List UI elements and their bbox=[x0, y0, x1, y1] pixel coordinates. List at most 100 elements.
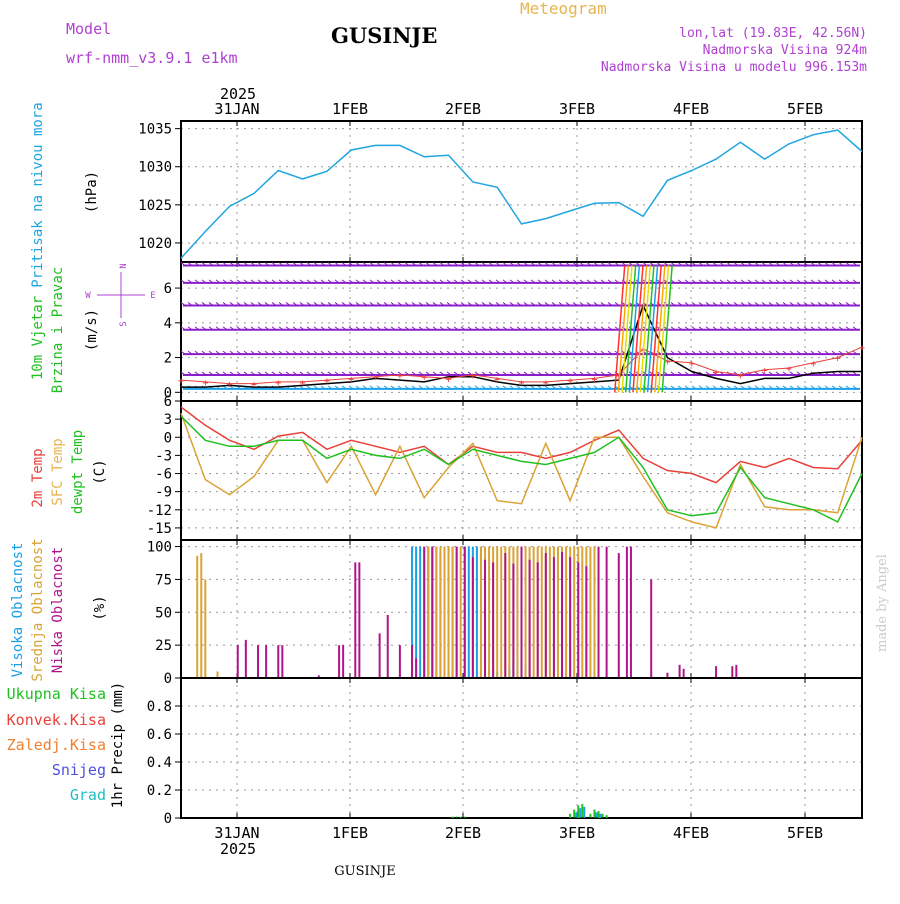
wind-barb-tick bbox=[215, 302, 221, 306]
temperature-ytick-label: -12 bbox=[147, 503, 172, 519]
wind-barb-tick bbox=[285, 371, 291, 376]
wind-barb-tick bbox=[635, 262, 641, 266]
wind-barb-tick bbox=[747, 302, 753, 306]
wind-barb-tick bbox=[320, 326, 326, 331]
wind-barb-tick bbox=[817, 302, 823, 306]
wind-barb-tick bbox=[222, 302, 228, 306]
wind-barb-tick bbox=[278, 371, 284, 376]
wind-barb-tick bbox=[439, 279, 445, 284]
clouds-ytick-label: 50 bbox=[155, 605, 172, 621]
wind-legend-n: N bbox=[119, 263, 129, 268]
wind-barb-tick bbox=[201, 371, 207, 376]
wind-burst-arrow bbox=[624, 265, 637, 393]
wind-barb-tick bbox=[390, 350, 396, 355]
wind-barb-tick bbox=[768, 279, 774, 284]
wind-barb-tick bbox=[474, 385, 480, 390]
wind-barb-tick bbox=[824, 262, 830, 266]
pressure-ytick-label: 1020 bbox=[138, 236, 172, 252]
precip-ylabel: 1hr Precip (mm) bbox=[110, 682, 126, 808]
wind-barb-tick bbox=[789, 302, 795, 306]
wind-barb-tick bbox=[705, 326, 711, 331]
wind-barb-tick bbox=[432, 385, 438, 390]
wind-barb-tick bbox=[271, 302, 277, 306]
wind-barb-tick bbox=[432, 279, 438, 284]
temperature-series-line bbox=[180, 406, 863, 484]
wind-barb-tick bbox=[845, 350, 851, 355]
wind-barb-tick bbox=[208, 279, 214, 284]
wind-barb-tick bbox=[243, 350, 249, 355]
wind-barb-tick bbox=[460, 262, 466, 266]
wind-burst-arrow bbox=[643, 265, 655, 393]
wind-barb-tick bbox=[747, 350, 753, 355]
wind-barb-tick bbox=[488, 385, 494, 390]
wind-barb-tick bbox=[299, 350, 305, 355]
wind-barb-tick bbox=[390, 371, 396, 376]
wind-gust-marker: + bbox=[470, 371, 476, 382]
wind-barb-tick bbox=[341, 385, 347, 390]
wind-barb-tick bbox=[460, 279, 466, 284]
wind-barb-tick bbox=[845, 385, 851, 390]
wind-barb-tick bbox=[551, 385, 557, 390]
wind-barb-tick bbox=[313, 262, 319, 266]
wind-barb-tick bbox=[551, 350, 557, 355]
wind-barb-tick bbox=[243, 302, 249, 306]
wind-barb-tick bbox=[733, 302, 739, 306]
wind-barb-tick bbox=[327, 302, 333, 306]
wind-barb-tick bbox=[222, 350, 228, 355]
wind-barb-tick bbox=[397, 262, 403, 266]
wind-barb-tick bbox=[712, 371, 718, 376]
wind-barb-tick bbox=[838, 262, 844, 266]
wind-barb-tick bbox=[516, 385, 522, 390]
wind-barb-tick bbox=[740, 350, 746, 355]
precipitation-ytick-label: 0 bbox=[164, 811, 172, 827]
wind-barb-tick bbox=[348, 326, 354, 331]
wind-barb-tick bbox=[733, 326, 739, 331]
cloud-ylabel-3: Niska Oblacnost bbox=[50, 547, 66, 673]
wind-barb-tick bbox=[726, 279, 732, 284]
wind-barb-tick bbox=[250, 262, 256, 266]
wind-barb-tick bbox=[460, 350, 466, 355]
wind-barb-tick bbox=[495, 302, 501, 306]
wind-barb-tick bbox=[229, 385, 235, 390]
wind-barb-tick bbox=[390, 326, 396, 331]
wind-barb-tick bbox=[803, 385, 809, 390]
wind-barb-tick bbox=[509, 350, 515, 355]
wind-barb-tick bbox=[460, 385, 466, 390]
wind-gust-marker: + bbox=[519, 378, 525, 389]
wind-barb-tick bbox=[425, 262, 431, 266]
wind-barb-tick bbox=[208, 326, 214, 331]
wind-barb-tick bbox=[845, 279, 851, 284]
wind-barb-tick bbox=[306, 279, 312, 284]
wind-barb-tick bbox=[572, 326, 578, 331]
wind-barb-tick bbox=[264, 262, 270, 266]
wind-barb-tick bbox=[215, 326, 221, 331]
wind-barb-tick bbox=[544, 279, 550, 284]
wind-barb-tick bbox=[838, 385, 844, 390]
wind-barb-tick bbox=[383, 371, 389, 376]
wind-barb-tick bbox=[670, 385, 676, 390]
wind-barb-tick bbox=[446, 279, 452, 284]
wind-barb-tick bbox=[453, 385, 459, 390]
clouds-ytick-label: 25 bbox=[155, 638, 172, 654]
wind-barb-tick bbox=[656, 262, 662, 266]
wind-barb-tick bbox=[530, 371, 536, 376]
wind-barb-tick bbox=[761, 262, 767, 266]
wind-barb-tick bbox=[362, 385, 368, 390]
wind-barb-tick bbox=[299, 262, 305, 266]
top-date-label: 3FEB bbox=[559, 100, 595, 118]
wind-barb-tick bbox=[194, 279, 200, 284]
wind-barb-tick bbox=[747, 371, 753, 376]
wind-barb-tick bbox=[439, 262, 445, 266]
wind-barb-tick bbox=[831, 279, 837, 284]
wind-barb-tick bbox=[208, 371, 214, 376]
lonlat-label: lon,lat (19.83E, 42.56N) bbox=[679, 26, 867, 41]
wind-barb-tick bbox=[761, 385, 767, 390]
wind-barb-tick bbox=[488, 302, 494, 306]
wind-barb-tick bbox=[691, 302, 697, 306]
wind-barb-tick bbox=[285, 262, 291, 266]
wind-barb-tick bbox=[698, 326, 704, 331]
wind-barb-tick bbox=[530, 326, 536, 331]
wind-ytick-label: 4 bbox=[164, 316, 172, 332]
wind-barb-tick bbox=[551, 279, 557, 284]
wind-barb-tick bbox=[810, 279, 816, 284]
